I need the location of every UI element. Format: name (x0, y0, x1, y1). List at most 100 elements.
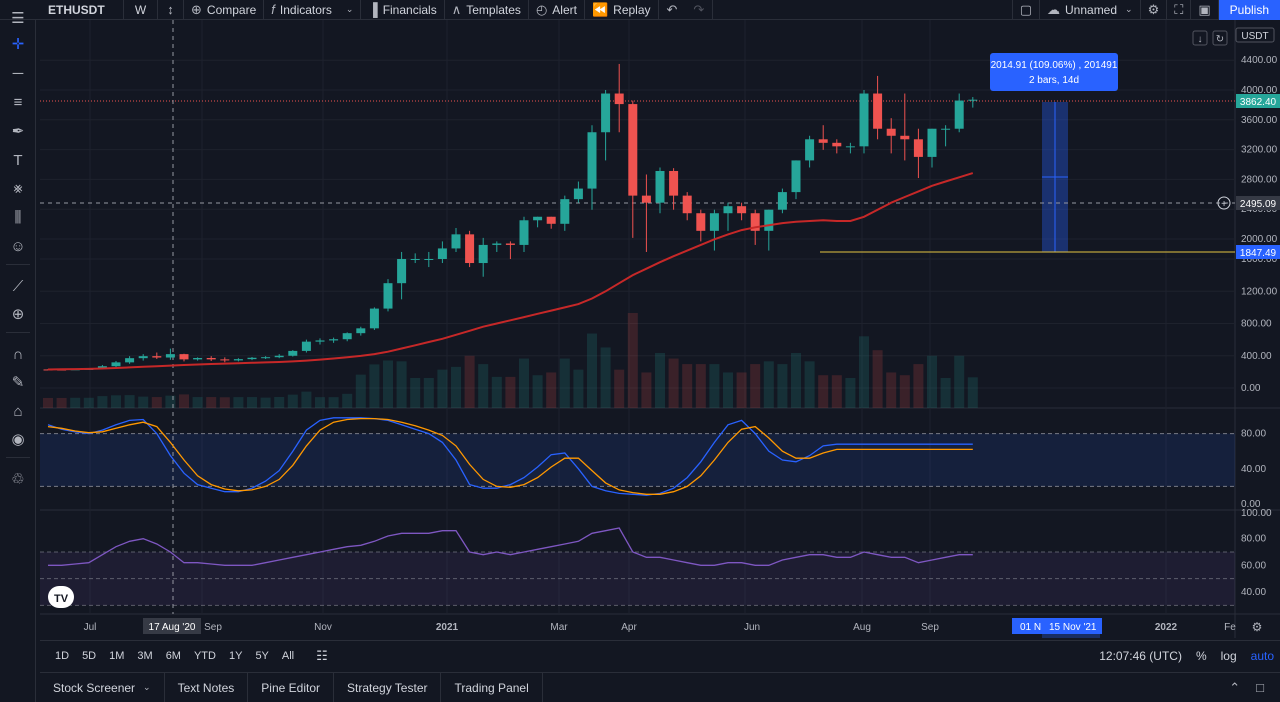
range-5d[interactable]: 5D (82, 649, 97, 662)
range-1y[interactable]: 1Y (228, 649, 243, 662)
volume-bar (478, 364, 489, 408)
range-5y[interactable]: 5Y (255, 649, 269, 662)
crosshair-date-tag (143, 618, 201, 634)
candle-body (342, 333, 352, 340)
layout-name: Unnamed (1065, 2, 1118, 17)
fib-icon[interactable]: ≡ (13, 93, 23, 111)
measure-tooltip-line1: 2014.91 (109.06%) , 201491 (991, 60, 1118, 71)
compare-button[interactable]: ⊕ Compare (184, 0, 265, 20)
ruler-icon[interactable]: ⟋ (12, 277, 24, 295)
indicators-button[interactable]: f Indicators ⌄ (264, 0, 362, 20)
price-axis-label: 4000.00 (1241, 85, 1278, 96)
range-all[interactable]: All (281, 649, 295, 662)
auto-toggle[interactable]: auto (1250, 648, 1274, 663)
date-range-icon[interactable]: ☷ (316, 647, 328, 663)
tab-strategy-tester[interactable]: Strategy Tester (334, 672, 442, 702)
range-1d[interactable]: 1D (55, 649, 70, 662)
currency-badge[interactable] (1235, 27, 1275, 43)
add-alert-plus-icon[interactable] (1217, 196, 1231, 210)
financials-button[interactable]: ▐ Financials (361, 0, 445, 20)
candle-body (655, 170, 665, 203)
log-toggle[interactable]: log (1220, 648, 1237, 663)
candle-body (465, 234, 475, 264)
candle-body (628, 104, 638, 196)
candle-body (247, 357, 257, 360)
eye-icon[interactable]: ◉ (11, 431, 25, 448)
emoji-icon[interactable]: ☺ (10, 237, 26, 255)
gear-icon[interactable]: ⚙ (1252, 620, 1263, 634)
volume-bar (138, 396, 149, 408)
time-axis[interactable]: Jul Sep Nov 2021 Mar Apr Jun Aug Sep 2022 Fe (84, 622, 1237, 633)
candle-body (505, 243, 515, 245)
left-drawing-toolbar: ☰ ✛ ─ ≡ ✒ T ⨳ ⫼ ☺ ⟋ ⊕ ∩ ✎ ⌂ ◉ ♲ (0, 10, 36, 702)
symbol-search[interactable]: ETHUSDT (0, 0, 124, 20)
range-3m[interactable]: 3M (137, 649, 153, 662)
magnet-icon[interactable]: ∩ (12, 345, 24, 363)
undo-button[interactable]: ↶ (659, 0, 686, 20)
volume-bar (83, 397, 94, 408)
range-6m[interactable]: 6M (165, 649, 181, 662)
volume-bar (342, 393, 353, 408)
clock[interactable]: 12:07:46 (UTC) (1099, 648, 1182, 663)
interval-button[interactable]: W (124, 0, 158, 20)
pattern-icon[interactable]: ⨳ (13, 179, 23, 197)
alert-button[interactable]: ◴ Alert (529, 0, 585, 20)
tradingview-logo[interactable] (48, 586, 74, 608)
prediction-icon[interactable]: ⫼ (14, 208, 22, 226)
lock-draw-icon[interactable]: ✎ (11, 374, 25, 391)
measure-tooltip-line2: 2 bars, 14d (1029, 75, 1079, 86)
lock-icon[interactable]: ⌂ (13, 402, 23, 420)
chart-type-button[interactable]: ↕ (158, 0, 184, 20)
volume-bar (165, 395, 176, 408)
chart-area[interactable]: 4400.004000.003600.003200.002800.002400.… (40, 20, 1280, 638)
candle-body (329, 339, 339, 341)
tab-text-notes[interactable]: Text Notes (165, 672, 249, 702)
publish-button[interactable]: Publish (1218, 0, 1280, 20)
scroll-to-realtime-button[interactable] (1192, 30, 1208, 46)
text-icon[interactable]: T (13, 151, 23, 169)
volume-bar (192, 397, 203, 408)
volume-bar (682, 364, 693, 408)
brush-icon[interactable]: ✒ (11, 123, 25, 140)
candle-body (737, 206, 747, 214)
tab-trading-panel[interactable]: Trading Panel (441, 672, 543, 702)
snapshot-button[interactable]: ▣ (1191, 0, 1219, 20)
settings-button[interactable]: ⚙ (1141, 0, 1168, 20)
volume-bar (410, 378, 421, 408)
time-axis-label: 2022 (1155, 622, 1178, 633)
percent-toggle[interactable]: % (1195, 648, 1207, 663)
trend-line-icon[interactable]: ─ (12, 64, 24, 82)
current-price-text: 3862.40 (1240, 97, 1277, 108)
layout-name-button[interactable]: ☁ Unnamed ⌄ (1040, 0, 1141, 20)
candle-body (519, 220, 529, 245)
layout-select-button[interactable]: ▢ (1011, 0, 1040, 20)
trash-icon[interactable]: ♲ (11, 471, 25, 488)
redo-button[interactable]: ↷ (685, 0, 714, 20)
time-axis-label: 2021 (436, 622, 459, 633)
crosshair-icon[interactable]: ✛ (11, 36, 25, 53)
candle-body (356, 328, 366, 334)
volume-bar (97, 396, 108, 408)
range-ytd[interactable]: YTD (193, 649, 216, 662)
stochastic-axis[interactable]: 80.00 40.00 0.00 (1241, 429, 1266, 510)
replay-button[interactable]: ⏪ Replay (585, 0, 659, 20)
menu-icon[interactable]: ☰ (11, 10, 25, 27)
tab-pine-editor[interactable]: Pine Editor (248, 672, 334, 702)
collapse-icon[interactable]: ⌃ (1229, 679, 1241, 695)
reset-chart-button[interactable] (1212, 30, 1228, 46)
chart-canvas[interactable]: 4400.004000.003600.003200.002800.002400.… (40, 20, 1280, 638)
zoom-icon[interactable]: ⊕ (11, 306, 25, 323)
candle-body (709, 213, 719, 231)
tab-stock-screener[interactable]: Stock Screener ⌄ (40, 672, 165, 702)
arrow-down-icon: ↓ (1198, 34, 1203, 45)
rewind-icon: ⏪ (591, 1, 609, 17)
templates-button[interactable]: ∧ Templates (445, 0, 529, 20)
maximize-icon[interactable]: □ (1256, 679, 1264, 695)
range-1m[interactable]: 1M (109, 649, 125, 662)
fullscreen-button[interactable]: ⛶ (1167, 0, 1192, 20)
fullscreen-icon: ⛶ (1174, 1, 1184, 17)
chevron-down-icon: ⌄ (1125, 4, 1133, 14)
volume-bar (206, 397, 217, 408)
candle-body (873, 93, 883, 129)
rsi-axis[interactable]: 100.00 80.00 60.00 40.00 (1241, 508, 1272, 598)
